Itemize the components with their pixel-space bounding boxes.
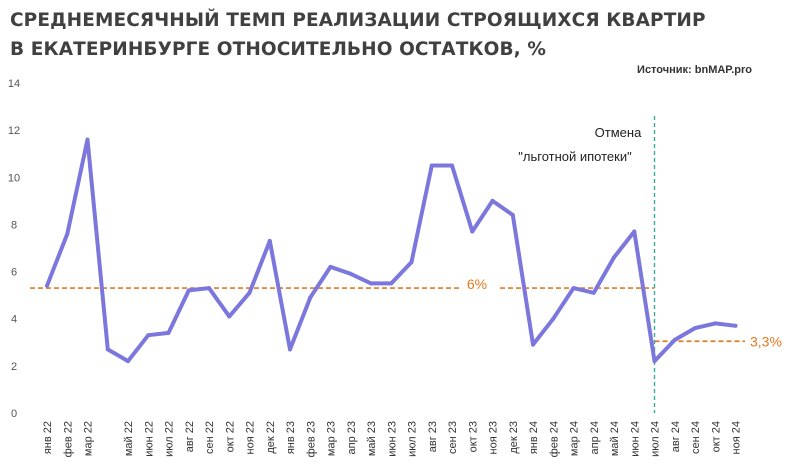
x-tick-label: май 22 bbox=[123, 421, 135, 456]
x-tick-label: янв 23 bbox=[285, 421, 297, 454]
source-note: Источник: bnMAP.pro bbox=[637, 64, 752, 76]
x-tick-label: июн 24 bbox=[629, 421, 641, 457]
chart-title-line2: В ЕКАТЕРИНБУРГЕ ОТНОСИТЕЛЬНО ОСТАТКОВ, % bbox=[10, 39, 546, 60]
x-tick-label: июл 24 bbox=[650, 421, 662, 457]
x-tick-label: май 23 bbox=[366, 421, 378, 456]
y-tick-label: 14 bbox=[8, 78, 20, 90]
x-tick-label: мар 24 bbox=[569, 421, 581, 456]
data-point bbox=[693, 326, 697, 331]
data-point bbox=[733, 323, 738, 328]
x-tick-label: май 24 bbox=[609, 421, 621, 456]
x-tick-label: сен 23 bbox=[447, 421, 459, 454]
data-point bbox=[146, 333, 151, 338]
data-point bbox=[409, 260, 414, 265]
data-point bbox=[328, 264, 333, 269]
annotation-line2: "льготной ипотеки" bbox=[518, 149, 632, 164]
x-tick-label: июн 22 bbox=[143, 421, 155, 457]
y-tick-label: 4 bbox=[11, 314, 17, 326]
data-point bbox=[126, 359, 130, 364]
x-tick-label: апр 23 bbox=[346, 421, 358, 454]
x-tick-label: сен 24 bbox=[690, 421, 702, 454]
data-point bbox=[308, 295, 313, 300]
x-tick-label: авг 23 bbox=[427, 421, 439, 452]
x-tick-label: янв 22 bbox=[42, 421, 54, 454]
x-tick-label: фев 24 bbox=[548, 421, 560, 457]
x-tick-label: сен 22 bbox=[204, 421, 216, 454]
x-tick-label: фев 23 bbox=[305, 421, 317, 457]
data-point bbox=[652, 359, 657, 364]
ref-label-6pct: 6% bbox=[467, 276, 487, 292]
x-tick-label: фев 22 bbox=[62, 421, 74, 457]
data-point bbox=[490, 198, 495, 203]
data-point bbox=[672, 337, 677, 342]
data-point bbox=[166, 330, 171, 335]
x-tick-label: июн 23 bbox=[386, 421, 398, 457]
x-tick-label: ноя 24 bbox=[731, 421, 743, 454]
y-tick-label: 12 bbox=[8, 125, 20, 137]
data-point bbox=[85, 137, 90, 142]
data-point bbox=[632, 229, 637, 234]
x-tick-label: мар 22 bbox=[83, 421, 95, 456]
x-tick-label: ноя 23 bbox=[488, 421, 500, 454]
reference-lines: 6% 3,3% bbox=[30, 116, 782, 413]
y-axis: 0 2 4 6 8 10 12 14 bbox=[8, 78, 20, 420]
data-point bbox=[227, 314, 232, 319]
x-tick-label: апр 24 bbox=[589, 421, 601, 454]
y-tick-label: 0 bbox=[11, 408, 17, 420]
annotation-line1: Отмена bbox=[595, 125, 642, 140]
y-tick-label: 6 bbox=[11, 267, 17, 279]
data-point bbox=[591, 290, 596, 295]
x-tick-label: янв 24 bbox=[528, 421, 540, 454]
x-axis: янв 22 фев 22 мар 22 май 22 июн 22 июл 22 авг … bbox=[42, 421, 743, 457]
data-point bbox=[510, 213, 515, 217]
data-point bbox=[288, 347, 292, 352]
data-point bbox=[369, 281, 373, 286]
chart-title-line1: СРЕДНЕМЕСЯЧНЫЙ ТЕМП РЕАЛИЗАЦИИ СТРОЯЩИХС… bbox=[10, 10, 706, 31]
x-tick-label: окт 23 bbox=[467, 421, 479, 452]
y-tick-label: 10 bbox=[8, 172, 20, 184]
data-point bbox=[65, 231, 70, 236]
data-point bbox=[531, 342, 535, 347]
x-tick-label: июл 23 bbox=[407, 421, 419, 457]
x-tick-label: окт 24 bbox=[710, 421, 722, 452]
data-point bbox=[612, 255, 616, 260]
ref-label-3-3pct: 3,3% bbox=[750, 333, 782, 349]
data-point bbox=[429, 163, 434, 168]
x-tick-label: июл 22 bbox=[164, 421, 176, 457]
y-tick-label: 8 bbox=[11, 219, 17, 231]
data-point bbox=[450, 163, 454, 168]
data-point bbox=[207, 286, 211, 291]
data-point bbox=[267, 238, 272, 243]
data-point bbox=[713, 321, 718, 326]
x-tick-label: ноя 22 bbox=[245, 421, 257, 454]
data-point bbox=[105, 347, 110, 352]
x-tick-label: дек 23 bbox=[508, 421, 520, 454]
series-layer bbox=[45, 137, 738, 364]
y-tick-label: 2 bbox=[11, 361, 17, 373]
x-tick-label: мар 23 bbox=[326, 421, 338, 456]
annotation-layer: Отмена "льготной ипотеки" bbox=[518, 125, 642, 164]
data-point bbox=[45, 283, 49, 288]
x-tick-label: авг 24 bbox=[670, 421, 682, 452]
series-line bbox=[45, 137, 738, 364]
data-point bbox=[571, 286, 576, 291]
x-tick-label: авг 22 bbox=[184, 421, 196, 452]
data-point bbox=[389, 281, 394, 286]
chart-title: СРЕДНЕМЕСЯЧНЫЙ ТЕМП РЕАЛИЗАЦИИ СТРОЯЩИХС… bbox=[10, 6, 710, 64]
data-point bbox=[470, 229, 475, 234]
data-point bbox=[551, 316, 556, 321]
data-point bbox=[247, 290, 252, 295]
x-tick-label: дек 22 bbox=[265, 421, 277, 454]
x-tick-label: окт 22 bbox=[224, 421, 236, 452]
data-point bbox=[186, 288, 191, 293]
data-point bbox=[348, 271, 353, 276]
